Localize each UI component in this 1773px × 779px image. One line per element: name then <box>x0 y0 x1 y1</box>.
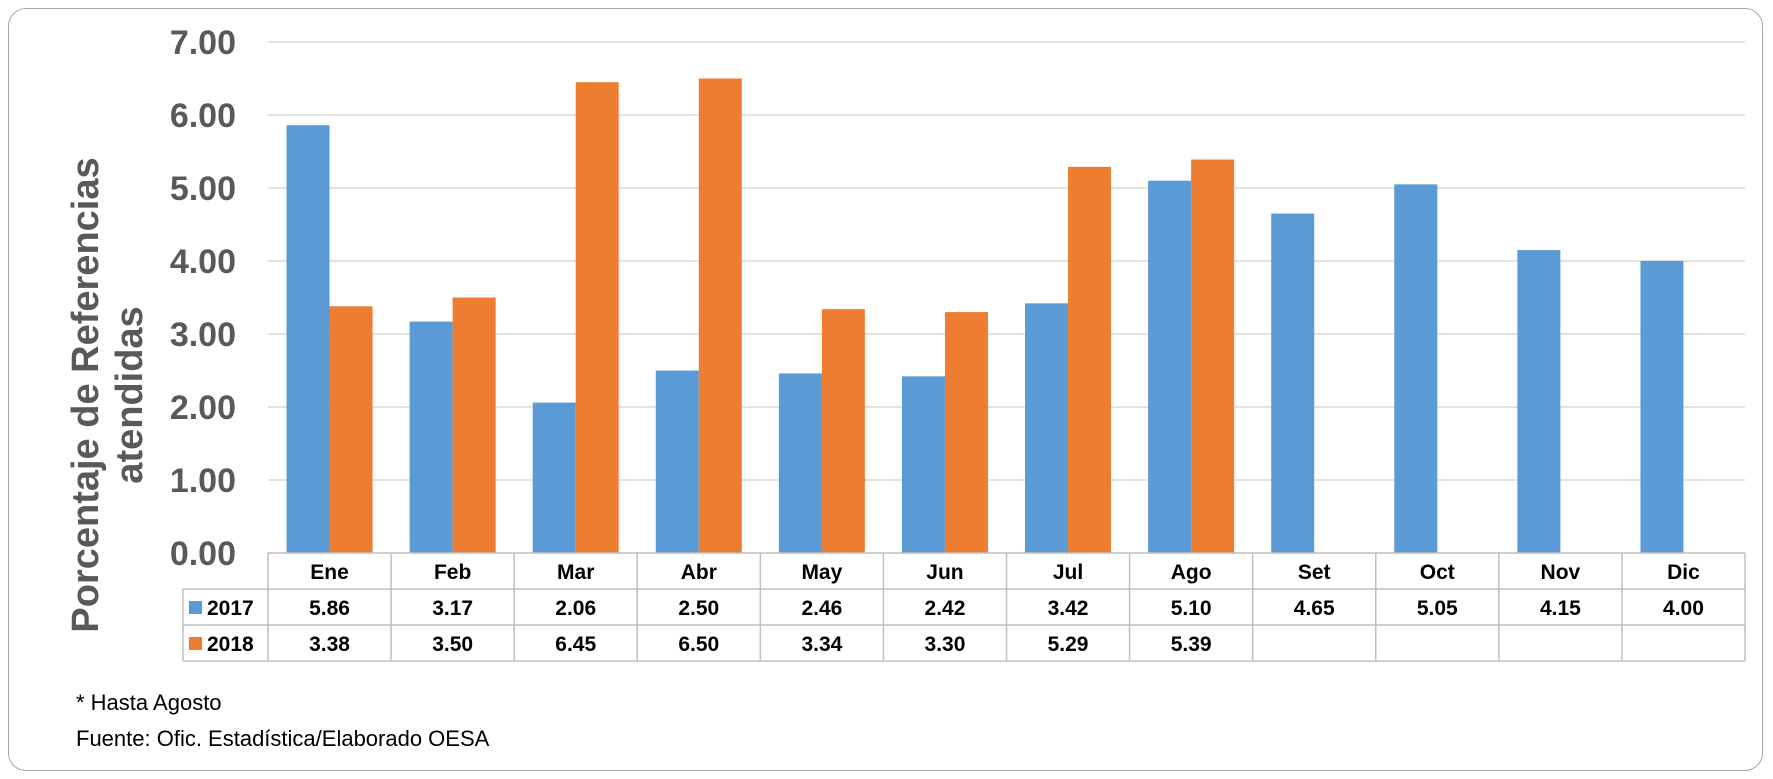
table-value-2017: 3.42 <box>1048 597 1089 620</box>
y-tick-label: 4.00 <box>170 243 236 281</box>
bar-2018-Ago <box>1191 159 1235 553</box>
bar-2017-Jul <box>1025 303 1069 553</box>
gridlines <box>268 41 1745 481</box>
category-label: Oct <box>1420 561 1455 584</box>
y-tick-label: 6.00 <box>170 97 236 135</box>
legend-key-2017 <box>189 601 202 614</box>
category-label: Nov <box>1541 561 1581 584</box>
footnote-note: * Hasta Agosto <box>76 690 222 715</box>
bar-2018-Jul <box>1068 166 1112 553</box>
bar-2017-Set <box>1271 213 1315 554</box>
bar-2018-Mar <box>575 82 619 554</box>
table-value-2017: 4.00 <box>1663 597 1704 620</box>
bar-2018-Ene <box>329 306 373 553</box>
table-value-2018: 5.29 <box>1048 633 1089 656</box>
y-tick-labels: 0.00 1.00 2.00 3.00 4.00 5.00 6.00 7.00 <box>170 24 236 573</box>
bar-2018-Abr <box>698 78 742 553</box>
table-value-2018: 6.45 <box>555 633 596 656</box>
table-value-2018: 3.30 <box>925 633 966 656</box>
table-value-2017: 5.05 <box>1417 597 1458 620</box>
category-label: Dic <box>1667 561 1700 584</box>
table-value-2017: 5.86 <box>309 597 350 620</box>
legend-key-2018 <box>189 637 202 650</box>
data-table: Ene Feb Mar Abr May Jun Jul Ago Set Oct Nov Dic 2017… <box>182 552 1746 662</box>
y-tick-label: 0.00 <box>170 535 236 573</box>
table-value-2017: 2.46 <box>801 597 842 620</box>
bar-2018-Jun <box>944 312 988 553</box>
table-value-2018: 6.50 <box>678 633 719 656</box>
table-value-2017: 2.50 <box>678 597 719 620</box>
bar-2018-May <box>821 309 865 553</box>
category-label: Feb <box>434 561 471 584</box>
bar-2017-Ene <box>286 125 330 553</box>
y-tick-label: 1.00 <box>170 462 236 500</box>
category-label: Set <box>1298 561 1331 584</box>
category-label: Ene <box>310 561 349 584</box>
bar-2018-Feb <box>452 297 496 553</box>
legend-label: 2017 <box>207 597 254 620</box>
category-label: Ago <box>1171 561 1212 584</box>
y-tick-label: 3.00 <box>170 316 236 354</box>
y-axis-label-line-1: Porcentaje de Referencias <box>65 157 107 632</box>
footnote-source: Fuente: Ofic. Estadística/Elaborado OESA <box>76 726 490 751</box>
table-value-2018: 3.38 <box>309 633 350 656</box>
y-tick-label: 7.00 <box>170 24 236 62</box>
y-tick-label: 2.00 <box>170 389 236 427</box>
table-value-2017: 4.15 <box>1540 597 1581 620</box>
category-label: May <box>801 561 842 584</box>
table-value-2017: 5.10 <box>1171 597 1212 620</box>
legend-label: 2018 <box>207 633 254 656</box>
bar-2017-Feb <box>409 321 453 553</box>
table-value-2017: 2.06 <box>555 597 596 620</box>
bars <box>286 78 1684 554</box>
table-value-2017: 3.17 <box>432 597 473 620</box>
table-value-2018: 3.50 <box>432 633 473 656</box>
category-label: Jun <box>926 561 963 584</box>
bar-2017-Nov <box>1517 250 1561 554</box>
category-label: Jul <box>1053 561 1083 584</box>
category-label: Abr <box>681 561 717 584</box>
table-value-2018: 5.39 <box>1171 633 1212 656</box>
category-label: Mar <box>557 561 594 584</box>
table-value-2017: 4.65 <box>1294 597 1335 620</box>
bar-2017-Dic <box>1640 261 1684 553</box>
bar-2017-Abr <box>655 370 699 553</box>
bar-2017-Oct <box>1394 184 1438 553</box>
y-tick-label: 5.00 <box>170 170 236 208</box>
bar-2017-Ago <box>1148 180 1192 553</box>
y-axis-label-line-2: atendidas <box>109 306 151 483</box>
bar-2017-Jun <box>901 376 945 553</box>
bar-2017-May <box>778 373 822 553</box>
table-value-2017: 2.42 <box>925 597 966 620</box>
table-value-2018: 3.34 <box>801 633 842 656</box>
bar-2017-Mar <box>532 402 576 553</box>
